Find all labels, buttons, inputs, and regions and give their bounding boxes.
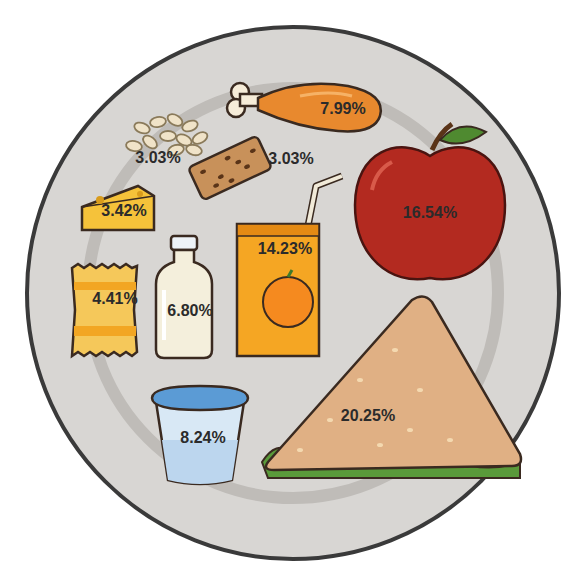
food-icon <box>152 386 248 484</box>
food-icon <box>227 83 381 131</box>
bread-crumb <box>392 348 398 352</box>
orange-stem <box>288 270 292 277</box>
data-labels: 7.99% 3.03% 3.03% 3.42% 16.54% 14.23% 4.41% 6.8… <box>92 100 457 446</box>
food-icon <box>188 136 272 201</box>
data-label: 20.25% <box>341 407 395 424</box>
data-label: 3.03% <box>268 150 313 167</box>
straw <box>308 176 342 226</box>
bar-body <box>188 136 272 201</box>
data-label: 3.42% <box>101 202 146 219</box>
sandwich-bread <box>266 296 521 470</box>
juice-box <box>237 224 319 356</box>
chart-svg: 7.99% 3.03% 3.03% 3.42% 16.54% 14.23% 4.41% 6.8… <box>0 0 587 587</box>
chips-stripe <box>74 326 136 336</box>
milk-cap <box>171 236 197 250</box>
oat-flake <box>191 130 210 147</box>
bread-crumb <box>377 443 383 447</box>
food-icon <box>72 264 137 356</box>
data-label: 14.23% <box>258 240 312 257</box>
apple-leaf <box>440 127 486 144</box>
bar-chunk <box>243 164 250 170</box>
drumstick-meat <box>258 84 381 132</box>
juice-top <box>237 224 319 236</box>
highlight <box>162 290 166 340</box>
bar-chunk <box>235 159 242 165</box>
data-label: 3.03% <box>135 149 180 166</box>
chart-root: 7.99% 3.03% 3.03% 3.42% 16.54% 14.23% 4.41% 6.8… <box>0 0 587 587</box>
bread-crumb <box>447 438 453 442</box>
bar-shape <box>188 136 272 201</box>
oat-flake <box>185 143 203 157</box>
yogurt-lid <box>152 386 248 410</box>
straw-outline <box>308 176 342 226</box>
oat-flake <box>181 119 199 134</box>
plate <box>27 27 559 559</box>
yogurt-cup <box>156 402 244 484</box>
bread-crumb <box>297 448 303 452</box>
yogurt-fill <box>162 440 238 484</box>
bread-crumb <box>357 378 363 382</box>
food-icon <box>82 186 154 230</box>
bar-chunk <box>228 177 235 183</box>
bar-chunk <box>217 174 224 180</box>
data-label: 16.54% <box>403 204 457 221</box>
milk-bottle <box>156 250 212 358</box>
food-icon <box>355 124 505 279</box>
bread-crumb <box>417 388 423 392</box>
bread-crumb <box>407 428 413 432</box>
oat-flake <box>166 112 185 129</box>
chips-bag <box>72 264 137 356</box>
oat-flake <box>160 131 176 141</box>
bread-crumb <box>327 418 333 422</box>
food-icon <box>237 176 342 356</box>
marks <box>72 83 521 484</box>
data-label: 4.41% <box>92 290 137 307</box>
bar-chunk <box>249 148 256 154</box>
highlight <box>300 93 352 96</box>
data-label: 7.99% <box>320 100 365 117</box>
chips-stripe <box>74 282 136 290</box>
food-icon <box>262 296 521 478</box>
bar-chunk <box>224 155 231 161</box>
cheese-hole <box>137 191 143 197</box>
oat-flake <box>149 116 166 129</box>
bar-chunk <box>199 169 206 175</box>
highlight <box>372 162 392 190</box>
cheese-body <box>82 186 154 230</box>
data-label: 6.80% <box>167 302 212 319</box>
food-icon <box>156 236 212 358</box>
apple-body <box>355 147 505 279</box>
orange <box>263 277 313 327</box>
data-label: 8.24% <box>180 429 225 446</box>
oat-flake <box>133 121 151 136</box>
bar-chunk <box>213 182 220 188</box>
